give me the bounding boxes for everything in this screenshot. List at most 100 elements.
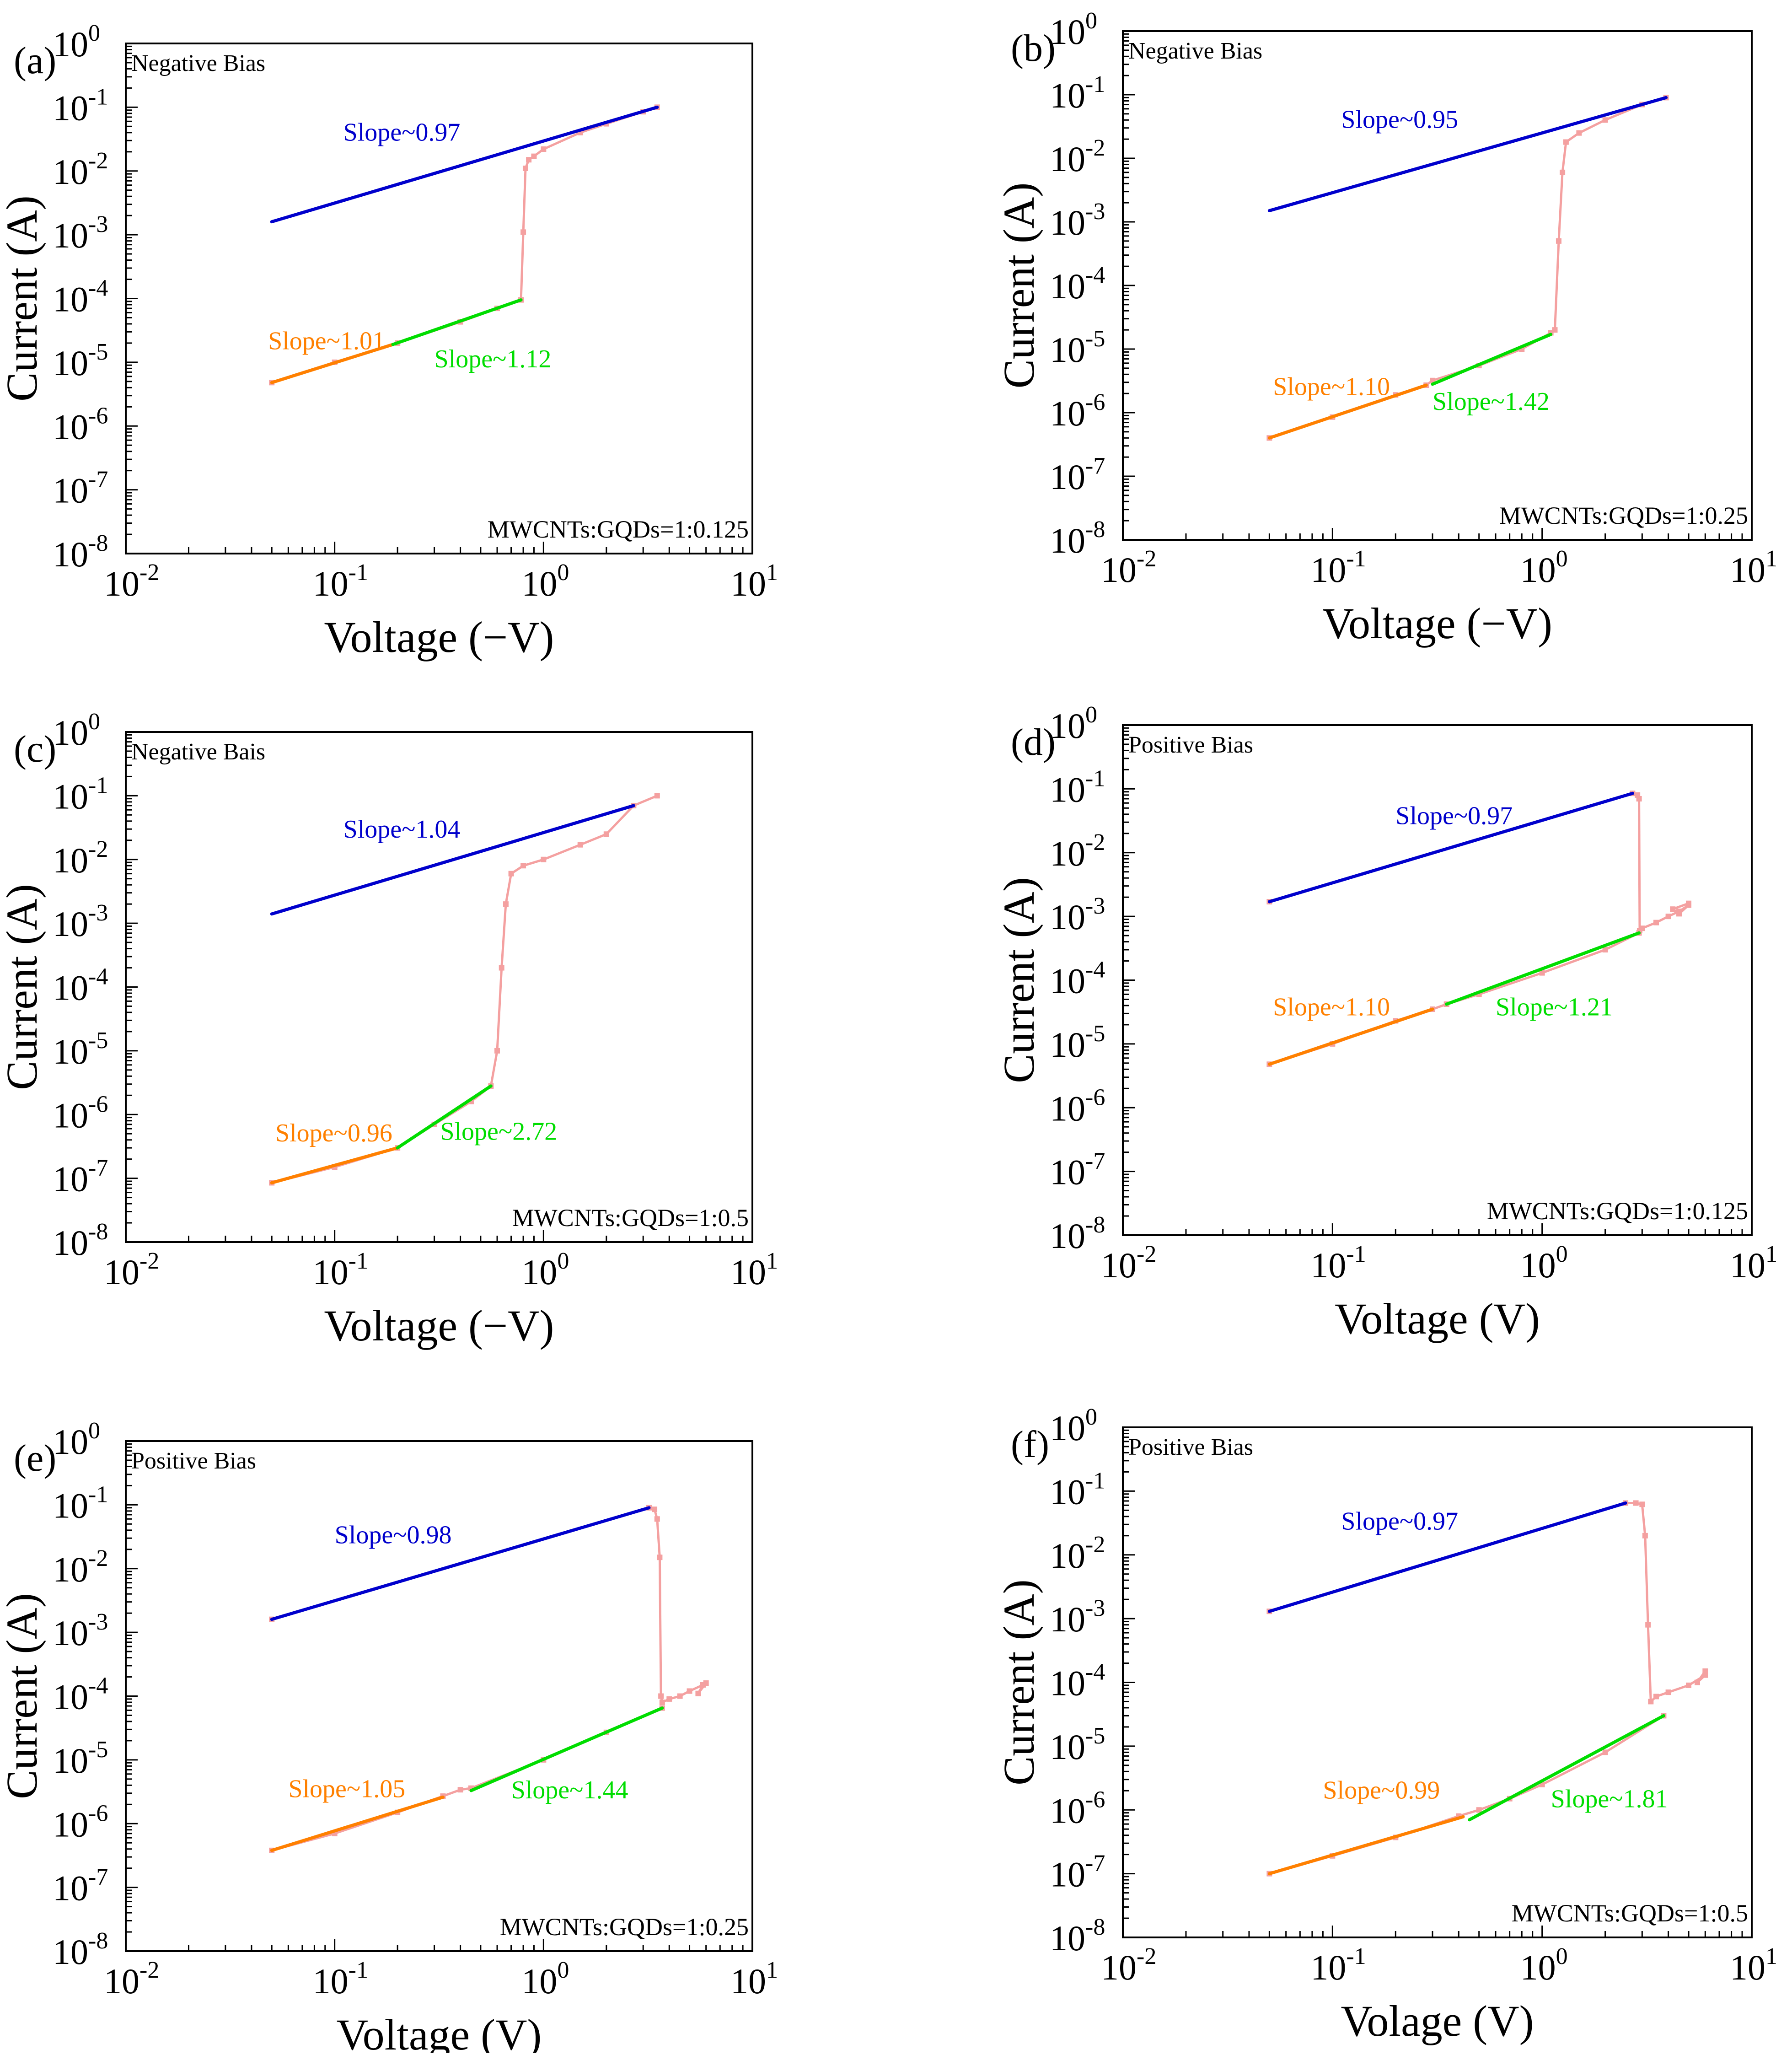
panel-letter: (a) (14, 39, 56, 82)
iv-data-point (1639, 925, 1645, 931)
iv-data-point (520, 863, 526, 869)
y-tick-label-base: 10 (53, 471, 88, 511)
y-tick-label-base: 10 (1050, 1663, 1085, 1703)
y-tick-label-exp: -5 (88, 1028, 108, 1054)
y-tick-label: 10-8 (53, 530, 108, 574)
x-tick-label-base: 10 (730, 1252, 766, 1292)
iv-data-point (658, 1693, 664, 1699)
iv-data-point (666, 1696, 672, 1702)
y-tick-label-base: 10 (1050, 834, 1085, 873)
slope-annotation: Slope~0.95 (1341, 106, 1458, 134)
y-tick-label-base: 10 (53, 904, 88, 944)
y-tick-label-exp: -8 (1085, 1212, 1105, 1238)
iv-data-point (657, 1555, 663, 1560)
y-tick-label-exp: -7 (1085, 1148, 1105, 1174)
y-tick-label-exp: -6 (88, 1091, 108, 1117)
y-tick-label: 10-3 (53, 900, 108, 944)
y-tick-label-base: 10 (1050, 1855, 1085, 1894)
x-tick-label: 100 (521, 1248, 569, 1292)
slope-annotation: Slope~0.98 (335, 1521, 452, 1549)
y-tick-label: 100 (53, 20, 100, 64)
x-tick-label: 101 (730, 559, 778, 603)
iv-data-point (1642, 1533, 1648, 1539)
y-axis-label: Current (A) (994, 877, 1043, 1083)
panel-letter: (d) (1011, 721, 1056, 764)
iv-data-point (1653, 1694, 1659, 1700)
y-tick-label-exp: -6 (1085, 1084, 1105, 1110)
bias-label: Negative Bais (131, 739, 265, 765)
iv-data-point (1639, 1501, 1645, 1507)
iv-data-point (1694, 1679, 1700, 1685)
y-tick-label-exp: -8 (1085, 516, 1105, 543)
y-tick-label-exp: 0 (88, 709, 100, 735)
panel-letter: (e) (14, 1437, 56, 1479)
y-tick-label-base: 10 (1050, 330, 1085, 370)
slope-annotation: Slope~1.81 (1551, 1785, 1668, 1813)
panel-letter: (b) (1011, 27, 1056, 70)
y-tick-label: 10-4 (53, 964, 108, 1008)
fit-line-low (1267, 383, 1428, 440)
y-tick-label: 10-4 (1050, 957, 1105, 1001)
fit-line-low (270, 1146, 399, 1184)
iv-data-point (1670, 906, 1676, 912)
x-tick-label: 10-2 (104, 559, 159, 603)
y-tick-label-exp: -4 (88, 1673, 108, 1699)
y-tick-label-base: 10 (53, 1422, 88, 1462)
y-tick-label-base: 10 (53, 1485, 88, 1525)
x-tick-label-exp: 1 (766, 1957, 778, 1983)
iv-data-point (1686, 900, 1692, 906)
slope-annotation: Slope~1.04 (343, 815, 461, 844)
y-tick-label-exp: -6 (88, 1800, 108, 1826)
y-tick-label-base: 10 (1050, 75, 1085, 115)
y-tick-label-base: 10 (1050, 12, 1085, 52)
x-tick-label-base: 10 (313, 1961, 349, 2001)
x-tick-label-base: 10 (730, 564, 766, 603)
x-tick-label-exp: -2 (139, 1248, 159, 1274)
fit-line-mid (396, 1084, 493, 1150)
x-tick-label-exp: -2 (1137, 1241, 1156, 1267)
x-tick-label: 100 (521, 559, 569, 603)
x-tick-label-exp: -1 (1346, 546, 1366, 572)
y-tick-label-base: 10 (53, 1741, 88, 1781)
x-axis-label: Voltage (V) (337, 2010, 542, 2053)
x-tick-label-exp: 1 (1765, 1241, 1777, 1267)
y-tick-label-base: 10 (53, 1932, 88, 1972)
y-tick-label: 10-1 (53, 772, 108, 816)
y-tick-label-exp: -6 (1085, 1786, 1105, 1813)
y-axis-label: Current (A) (0, 195, 46, 402)
x-tick-label: 101 (1730, 546, 1777, 590)
y-tick-label-exp: -1 (1085, 1468, 1105, 1494)
y-tick-label-exp: -7 (88, 467, 108, 493)
bias-label: Positive Bias (1128, 732, 1253, 758)
y-tick-label-exp: -8 (88, 1219, 108, 1245)
x-tick-label-base: 10 (1310, 1947, 1346, 1987)
y-tick-label-exp: -1 (1085, 71, 1105, 97)
y-tick-label-exp: -2 (1085, 829, 1105, 855)
iv-data-point (677, 1693, 683, 1699)
y-tick-label-base: 10 (53, 280, 88, 319)
x-tick-label-base: 10 (313, 1252, 349, 1292)
y-tick-label-base: 10 (1050, 1536, 1085, 1576)
x-tick-label-base: 10 (730, 1961, 766, 2001)
y-tick-label: 10-4 (1050, 1659, 1105, 1703)
x-tick-label: 10-2 (104, 1248, 159, 1292)
y-tick-label-exp: -4 (88, 964, 108, 990)
iv-data-line (1268, 1502, 1706, 1703)
y-axis-label: Current (A) (994, 183, 1043, 389)
ratio-label: MWCNTs:GQDs=1:0.125 (488, 516, 749, 543)
y-tick-label: 100 (53, 1418, 100, 1462)
y-tick-label-exp: -4 (88, 275, 108, 301)
y-tick-label-base: 10 (1050, 706, 1085, 746)
x-tick-label: 10-2 (1101, 546, 1156, 590)
ratio-label: MWCNTs:GQDs=1:0.25 (500, 1913, 749, 1941)
y-tick-label-base: 10 (53, 1159, 88, 1199)
y-tick-label-exp: -1 (1085, 765, 1105, 791)
y-tick-label-base: 10 (1050, 457, 1085, 497)
iv-data-point (654, 793, 660, 799)
x-tick-label-exp: 1 (766, 559, 778, 586)
x-tick-label-exp: 1 (1765, 1943, 1777, 1969)
fit-line-high (270, 1506, 651, 1621)
y-tick-label-base: 10 (53, 343, 88, 383)
y-tick-label: 10-2 (1050, 829, 1105, 873)
iv-data-point (1602, 947, 1608, 953)
